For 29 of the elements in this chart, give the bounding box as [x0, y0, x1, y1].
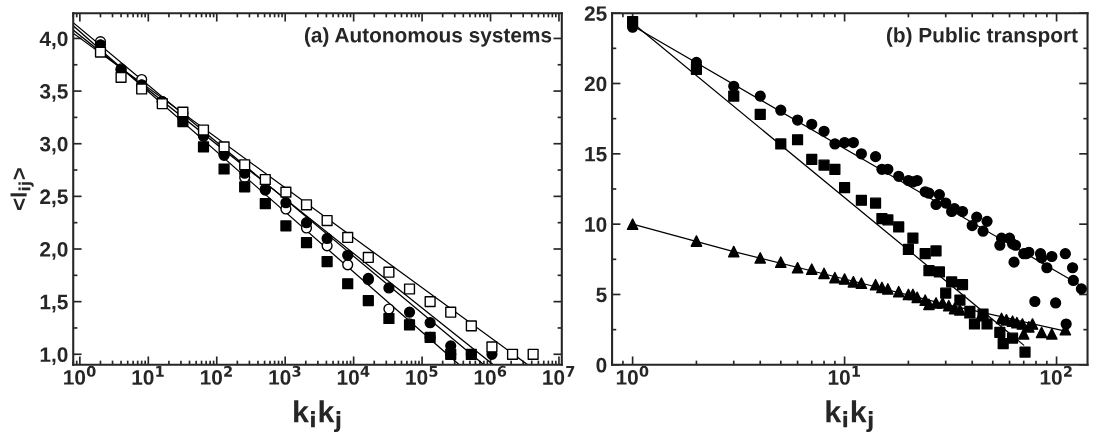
text: (b) Public transport — [886, 27, 1078, 47]
y-axis-title: <l$_{ij}$> — [10, 168, 34, 210]
x-tick-label: 10$^{5}$ — [406, 366, 438, 385]
x-tick-label: 10$^{0}$ — [616, 365, 649, 385]
x-axis-title: k$_{i}$k$_{j}$ — [294, 400, 341, 432]
x-tick-label: 10$^{3}$ — [269, 365, 301, 385]
y-tick-label: 3,0 — [39, 136, 68, 155]
y-tick-label: 15 — [585, 147, 607, 162]
y-tick-label: 3,5 — [39, 84, 68, 102]
x-tick-label: 10$^{2}$ — [200, 365, 232, 385]
y-tick-label: 1,5 — [40, 294, 68, 313]
x-tick-label: 10$^{1}$ — [828, 366, 861, 385]
y-tick-label: 20 — [584, 76, 607, 92]
text: (a) Autonomous systems — [304, 27, 552, 47]
y-tick-label: 25 — [584, 6, 607, 21]
y-tick-label: 2,0 — [40, 242, 68, 260]
y-tick-label: 10 — [585, 217, 607, 232]
y-tick-label: 5 — [596, 287, 607, 303]
y-tick-label: 4,0 — [39, 31, 68, 50]
y-tick-label: 1,0 — [40, 347, 68, 366]
x-tick-label: 10$^{1}$ — [132, 366, 164, 385]
x-axis-title: k$_{i}$k$_{j}$ — [826, 400, 873, 432]
y-tick-label: 2,5 — [40, 189, 68, 208]
x-tick-label: 10$^{2}$ — [1040, 365, 1072, 385]
x-tick-label: 10$^{7}$ — [543, 366, 575, 385]
x-tick-label: 10$^{6}$ — [474, 365, 507, 385]
y-tick-label: 0 — [596, 357, 607, 373]
x-tick-label: 10$^{0}$ — [64, 365, 96, 385]
x-tick-label: 10$^{4}$ — [337, 366, 370, 385]
